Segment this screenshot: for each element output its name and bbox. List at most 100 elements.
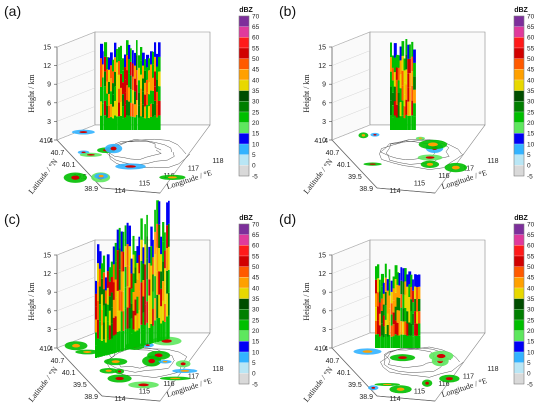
echo-column-segment xyxy=(158,201,161,225)
echo-column-segment xyxy=(128,101,131,116)
echo-column-segment xyxy=(138,105,141,118)
echo-column-segment xyxy=(158,318,161,342)
echo-column-segment xyxy=(136,55,138,71)
echo-column-segment xyxy=(408,322,412,336)
echo-column-segment xyxy=(110,292,114,308)
echo-column-segment xyxy=(148,82,151,95)
lon-tick-label: 115 xyxy=(139,389,150,396)
echo-column-segment xyxy=(118,310,121,332)
echo-column-segment xyxy=(388,334,391,348)
echo-column-segment xyxy=(106,69,110,82)
echo-column-segment xyxy=(140,324,143,347)
echo-column-segment xyxy=(95,280,97,294)
echo-column-segment xyxy=(114,42,117,58)
echo-column-segment xyxy=(124,287,127,309)
colorbar-swatch xyxy=(513,234,525,246)
echo-column-segment xyxy=(394,279,398,293)
height-tick-label: 15 xyxy=(318,45,326,52)
echo-column-segment xyxy=(144,224,146,245)
echo-column-segment xyxy=(130,258,134,274)
height-axis-label: Height / km xyxy=(302,282,311,321)
lat-tick-label: 41.4 xyxy=(314,138,328,145)
echo-column-segment xyxy=(146,236,148,259)
colorbar-level-label: 45 xyxy=(252,67,260,74)
colorbar-swatch xyxy=(238,101,250,113)
echo-column-segment xyxy=(110,117,113,130)
colorbar-swatch xyxy=(238,79,250,91)
echo-column-segment xyxy=(398,273,401,286)
echo-column-segment xyxy=(97,338,100,358)
ground-echo-core xyxy=(71,175,80,180)
colorbar-unit: dBZ xyxy=(514,7,528,14)
colorbar-swatch xyxy=(513,47,525,59)
echo-column-segment xyxy=(375,266,378,280)
echo-column-segment xyxy=(396,310,399,323)
echo-column-segment xyxy=(377,278,380,293)
height-gridline xyxy=(331,31,371,48)
echo-column-segment xyxy=(154,115,157,130)
echo-column-segment xyxy=(97,263,100,282)
echo-column-segment xyxy=(140,116,143,130)
echo-column-segment xyxy=(404,308,407,322)
echo-column-segment xyxy=(100,309,104,326)
colorbar-swatch xyxy=(238,69,250,81)
height-tick-label: 6 xyxy=(47,308,51,315)
echo-column-segment xyxy=(409,101,411,116)
height-tick-label: 6 xyxy=(322,100,326,107)
echo-column-segment xyxy=(395,54,399,68)
lon-tick-label: 117 xyxy=(188,374,199,381)
echo-column-segment xyxy=(378,291,381,303)
echo-column-segment xyxy=(156,79,159,92)
lon-tick-label: 118 xyxy=(212,366,223,373)
echo-column-segment xyxy=(392,288,395,301)
colorbar-swatch xyxy=(513,277,525,289)
colorbar-level-label: 15 xyxy=(527,131,535,138)
echo-column-segment xyxy=(409,58,411,73)
echo-column-segment xyxy=(152,274,154,292)
ground-echo-core xyxy=(180,370,190,372)
echo-column-segment xyxy=(394,306,398,321)
height-tick-label: 3 xyxy=(47,327,51,334)
colorbar-swatch xyxy=(513,58,525,70)
echo-column-segment xyxy=(132,50,134,64)
echo-column-segment xyxy=(162,261,165,282)
echo-column-segment xyxy=(102,103,104,117)
ground-echo-core xyxy=(83,351,92,353)
echo-column-segment xyxy=(410,335,413,348)
echo-column-segment xyxy=(394,292,398,307)
height-gridline xyxy=(331,124,371,141)
echo-column-segment xyxy=(404,321,407,335)
echo-column-segment xyxy=(407,101,410,116)
height-gridline xyxy=(331,239,371,256)
colorbar-frame xyxy=(238,223,250,385)
echo-column-segment xyxy=(112,317,116,336)
height-axis-label: Height / km xyxy=(27,74,36,113)
echo-column-segment xyxy=(108,57,111,70)
echo-column-segment xyxy=(156,200,160,224)
echo-column-segment xyxy=(142,104,145,118)
ground-echo-core xyxy=(425,156,435,159)
height-gridline xyxy=(56,31,96,48)
lon-axis-line xyxy=(376,187,436,194)
colorbar-level-label: 65 xyxy=(252,24,260,31)
lon-tick-label: 115 xyxy=(414,181,425,188)
lon-tick-label: 117 xyxy=(188,166,199,173)
echo-column-segment xyxy=(134,91,137,105)
echo-column-segment xyxy=(166,202,169,226)
echo-column-segment xyxy=(118,248,121,270)
echo-column-segment xyxy=(156,223,160,248)
height-gridline xyxy=(331,50,371,66)
echo-column-segment xyxy=(414,323,417,336)
echo-column-segment xyxy=(104,86,108,101)
echo-column-segment xyxy=(134,267,138,284)
echo-column-segment xyxy=(152,257,154,275)
echo-column-segment xyxy=(140,60,143,75)
echo-column-segment xyxy=(108,281,112,297)
echo-column-segment xyxy=(399,74,402,89)
echo-column-segment xyxy=(405,39,408,55)
height-tick-label: 0 xyxy=(47,138,51,145)
echo-column-segment xyxy=(126,328,129,350)
colorbar-level-label: 0 xyxy=(252,371,256,378)
echo-column-segment xyxy=(403,118,406,130)
echo-column-segment xyxy=(122,271,125,292)
